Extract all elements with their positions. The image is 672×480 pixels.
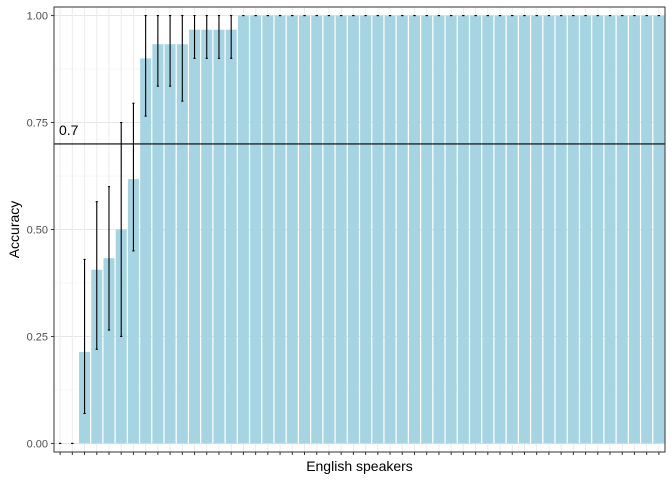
- reference-line-label: 0.7: [59, 122, 79, 138]
- bar: [274, 15, 286, 444]
- error-bar: [95, 201, 98, 350]
- bar: [176, 44, 188, 444]
- error-bar: [205, 15, 208, 59]
- bar: [433, 15, 445, 444]
- error-bars: [59, 15, 660, 444]
- error-bar: [181, 15, 184, 102]
- bar: [213, 29, 225, 444]
- bar: [641, 15, 653, 444]
- bar: [457, 15, 469, 444]
- bar: [604, 15, 616, 444]
- bar: [103, 258, 115, 444]
- bar: [445, 15, 457, 444]
- y-axis-title: Accuracy: [6, 201, 22, 259]
- bar: [237, 15, 249, 444]
- error-bar: [144, 15, 147, 117]
- bar: [225, 29, 237, 444]
- bar: [470, 15, 482, 444]
- bar: [555, 15, 567, 444]
- bar: [127, 179, 139, 444]
- bar: [506, 15, 518, 444]
- error-bar: [168, 15, 172, 87]
- y-tick-label: 0.25: [27, 331, 48, 343]
- error-bar: [193, 15, 196, 59]
- bar: [250, 15, 262, 444]
- y-tick-label: 0.50: [27, 225, 48, 237]
- x-axis-title: English speakers: [306, 458, 413, 474]
- bar: [384, 15, 396, 444]
- error-bar: [156, 15, 159, 87]
- bar: [372, 15, 384, 444]
- bar: [518, 15, 530, 444]
- bar: [592, 15, 604, 444]
- error-bar: [230, 15, 233, 59]
- error-bar: [83, 258, 86, 415]
- bar: [201, 29, 213, 444]
- bar: [580, 15, 592, 444]
- error-bar: [217, 15, 221, 59]
- y-tick-label: 1.00: [27, 11, 48, 23]
- bar: [567, 15, 579, 444]
- y-tick-label: 0.75: [27, 118, 48, 130]
- bar: [189, 29, 201, 444]
- bar: [543, 15, 555, 444]
- bar: [140, 58, 152, 444]
- bar: [299, 15, 311, 444]
- bar: [286, 15, 298, 444]
- bar: [494, 15, 506, 444]
- bar: [91, 269, 103, 444]
- error-bar: [132, 102, 135, 252]
- bar: [311, 15, 323, 444]
- error-bar: [120, 121, 123, 338]
- bar: [360, 15, 372, 444]
- bar: [347, 15, 359, 444]
- y-axis: 0.00 0.25 0.50 0.75 1.00: [27, 11, 54, 450]
- bar: [323, 15, 335, 444]
- x-axis: [59, 452, 660, 455]
- bar: [628, 15, 640, 444]
- y-tick-label: 0.00: [27, 438, 48, 450]
- bar: [396, 15, 408, 444]
- bar: [421, 15, 433, 444]
- reference-line-group: 0.7: [54, 122, 665, 145]
- bar: [262, 15, 274, 444]
- bar: [482, 15, 494, 444]
- bar: [616, 15, 628, 444]
- bar: [164, 44, 176, 444]
- error-bar: [107, 186, 111, 331]
- bar: [152, 44, 164, 444]
- bar: [408, 15, 420, 444]
- bar: [531, 15, 543, 444]
- bar: [653, 15, 665, 444]
- bar: [335, 15, 347, 444]
